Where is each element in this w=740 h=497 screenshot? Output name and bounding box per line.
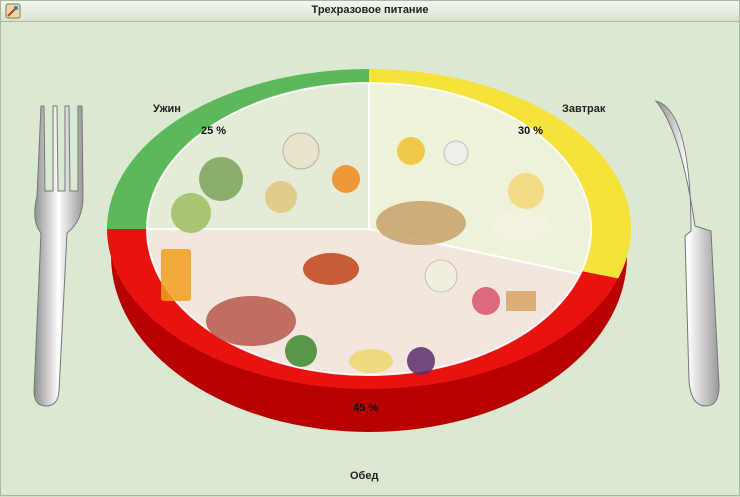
label-dinner: Ужин xyxy=(153,103,181,115)
window-title: Трехразовое питание xyxy=(311,4,429,16)
app-icon[interactable] xyxy=(5,3,21,19)
percent-dinner: 25 % xyxy=(201,125,227,137)
knife-icon xyxy=(654,100,720,407)
plate-section-0 xyxy=(145,81,370,230)
percent-breakfast: 30 % xyxy=(518,125,544,137)
percent-lunch: 45 % xyxy=(353,402,379,414)
food-collage-icon xyxy=(161,132,551,375)
label-lunch: Обед xyxy=(350,470,379,482)
title-bar[interactable]: Трехразовое питание xyxy=(1,1,739,22)
label-breakfast: Завтрак xyxy=(562,103,606,115)
